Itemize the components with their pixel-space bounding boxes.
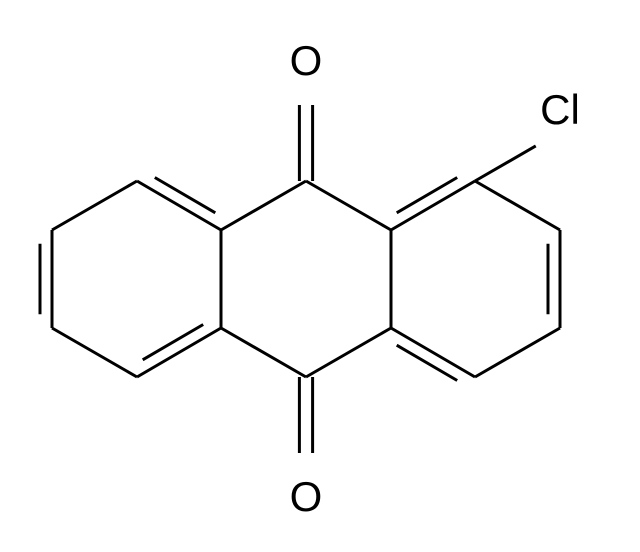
oxygen-label: O — [290, 473, 323, 520]
oxygen-label: O — [290, 37, 323, 84]
molecule-diagram: O O Cl — [0, 0, 640, 552]
chlorine-label: Cl — [540, 86, 580, 133]
